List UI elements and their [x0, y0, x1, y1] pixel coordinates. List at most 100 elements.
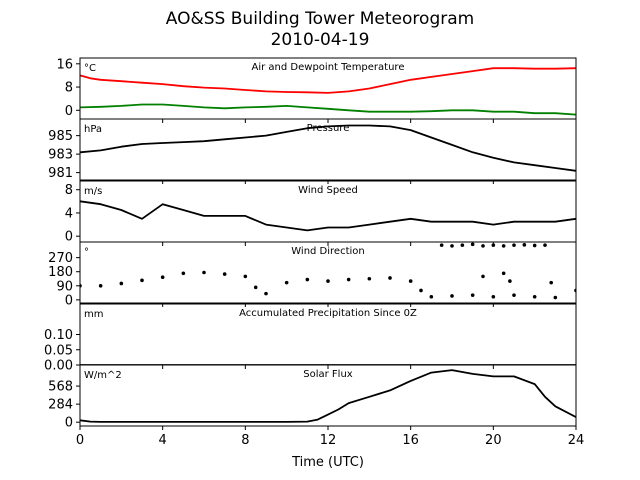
panel-3-point-1-1 — [450, 244, 454, 248]
panel-1-title: Pressure — [307, 123, 350, 134]
x-axis: 0 4 8 12 16 20 24 — [76, 433, 584, 448]
panel-2-ytick-label-1: 4 — [65, 206, 73, 221]
panel-3-point-0-16 — [388, 276, 392, 280]
panel-3-point-0-17 — [408, 279, 413, 283]
panel-4-unit-label: mm — [84, 309, 103, 320]
figure-title-line1: AO&SS Building Tower Meteorogram — [166, 9, 474, 29]
panel-5-title: Solar Flux — [303, 369, 353, 380]
panel-5-unit-label: W/m^2 — [84, 370, 122, 381]
panel-0-series-1 — [80, 103, 576, 116]
panel-3-point-1-4 — [481, 244, 485, 248]
panel-1-series-0 — [80, 124, 576, 172]
panel-3-point-0-24 — [532, 294, 537, 299]
panel-0-line-0 — [80, 67, 576, 94]
panel-3-point-0-4 — [160, 275, 165, 279]
panel-3-point-0-9 — [253, 285, 258, 290]
panel-3-series-1 — [439, 242, 553, 285]
x-tick-label-3: 12 — [320, 433, 337, 448]
panel-3-point-1-6 — [501, 244, 506, 248]
panel-1-line-0 — [80, 124, 576, 172]
panel-1-unit-label: hPa — [84, 124, 102, 135]
panel-0-ytick-label-0: 0 — [65, 104, 73, 119]
x-axis-label: Time (UTC) — [291, 455, 364, 470]
panel-0: 0 8 16 °C Air and Dewpoint Temperature — [56, 57, 577, 123]
panel-3-title: Wind Direction — [291, 246, 365, 257]
panel-3-point-1-7 — [512, 243, 516, 247]
x-tick-label-6: 24 — [568, 433, 585, 448]
panel-3-point-1-3 — [470, 242, 475, 247]
panel-0-ytick-label-2: 16 — [56, 57, 73, 72]
panel-3-ytick-label-3: 270 — [48, 251, 73, 266]
panel-3-point-0-23 — [512, 293, 516, 297]
x-tick-label-4: 16 — [402, 433, 419, 448]
panel-3-point-0-19 — [429, 294, 434, 299]
panel-3-point-1-0 — [439, 243, 444, 247]
panel-3-point-0-25 — [553, 295, 558, 300]
panel-5-line-0 — [80, 369, 576, 423]
x-tick-label-2: 8 — [241, 433, 249, 448]
panel-1-ytick-label-0: 981 — [48, 166, 73, 181]
x-tick-label-5: 20 — [485, 433, 502, 448]
panel-3-point-0-14 — [346, 277, 351, 282]
panel-3-point-0-3 — [140, 278, 144, 283]
panel-3-point-1-14 — [549, 280, 553, 285]
panel-0-line-1 — [80, 103, 576, 116]
panel-2-line-0 — [80, 200, 576, 232]
panel-3-point-1-5 — [491, 243, 496, 247]
panel-0-series-0 — [80, 67, 576, 94]
panel-3-point-1-2 — [460, 243, 465, 247]
panel-4-title: Accumulated Precipitation Since 0Z — [239, 308, 417, 319]
panel-3-point-0-1 — [98, 283, 103, 288]
panel-3-point-0-7 — [222, 272, 227, 276]
panel-3-point-1-11 — [481, 274, 485, 279]
panel-3-point-1-10 — [543, 243, 547, 247]
panel-3-point-0-12 — [305, 277, 310, 282]
panel-0-ytick-label-1: 8 — [65, 81, 73, 96]
panel-4-ytick-label-1: 0.05 — [44, 343, 73, 358]
panel-5: 0 284 568 W/m^2 Solar Flux — [48, 364, 577, 431]
x-tick-label-1: 4 — [159, 433, 167, 448]
panel-2-title: Wind Speed — [298, 185, 358, 196]
panel-3-point-0-22 — [491, 294, 496, 299]
panel-5-ytick-label-0: 0 — [65, 416, 73, 431]
panel-3-ytick-label-0: 0 — [65, 293, 73, 308]
panel-3-point-1-12 — [501, 271, 506, 276]
panel-3-point-0-21 — [470, 293, 475, 297]
panel-3-point-0-13 — [326, 279, 330, 283]
panel-3-point-0-5 — [181, 271, 186, 276]
panel-3-ytick-label-1: 90 — [56, 279, 73, 294]
figure-title-line2: 2010-04-19 — [271, 30, 370, 50]
panel-1: 981 983 985 hPa Pressure — [48, 118, 577, 184]
panel-5-ytick-label-2: 568 — [48, 380, 73, 395]
panel-2-ytick-label-0: 0 — [65, 230, 73, 245]
panel-3-point-0-10 — [264, 291, 268, 296]
panel-0-unit-label: °C — [84, 63, 96, 74]
panel-3-point-0-18 — [419, 288, 423, 293]
panel-3-point-0-6 — [202, 270, 206, 275]
panel-3-point-1-13 — [508, 279, 512, 283]
panel-1-ytick-label-1: 983 — [48, 148, 73, 163]
panel-3-unit-label: ° — [84, 247, 89, 258]
panel-3-point-0-8 — [243, 274, 248, 279]
panel-3-point-0-11 — [284, 280, 289, 285]
panel-2-series-0 — [80, 200, 576, 232]
panel-3-ytick-label-2: 180 — [48, 265, 73, 280]
panel-3-point-0-20 — [450, 294, 454, 298]
panel-4: 0.000.050.10 mm Accumulated Precipitation … — [44, 303, 577, 374]
panel-3-point-1-8 — [522, 243, 527, 247]
panel-2-unit-label: m/s — [84, 186, 102, 197]
panel-3-series-0 — [80, 270, 576, 300]
panel-0-title: Air and Dewpoint Temperature — [252, 62, 405, 73]
panel-4-ytick-label-2: 0.10 — [44, 328, 73, 343]
panel-3-point-0-2 — [119, 281, 124, 286]
panel-5-ytick-label-1: 284 — [48, 398, 73, 413]
panels-group: 0 8 16 °C Air and Dewpoint Temperature 981 983… — [44, 57, 577, 431]
panel-2: 0 4 8 m/s Wind Speed — [65, 180, 577, 246]
x-tick-label-0: 0 — [76, 433, 84, 448]
panel-2-ytick-label-2: 8 — [65, 183, 73, 198]
panel-5-series-0 — [80, 369, 576, 423]
panel-3-point-0-15 — [367, 276, 372, 281]
panel-3-point-1-9 — [532, 243, 537, 248]
